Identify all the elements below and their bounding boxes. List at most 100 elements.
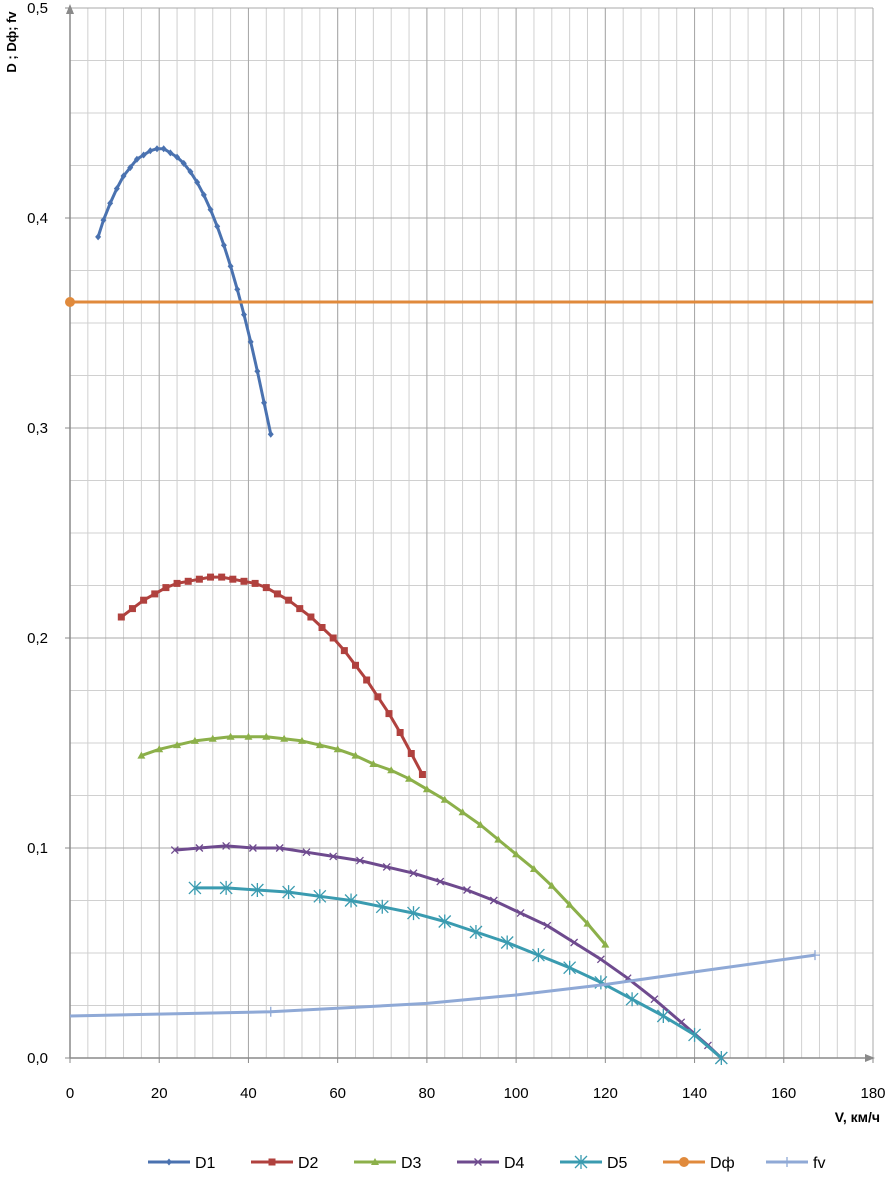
- marker-shape: [463, 886, 471, 894]
- marker-shape: [268, 1158, 276, 1166]
- legend-label: D2: [298, 1155, 319, 1172]
- data-point: [147, 147, 154, 155]
- data-point: [218, 573, 226, 581]
- data-point: [160, 145, 167, 153]
- marker-shape: [351, 751, 360, 759]
- marker-shape: [396, 729, 404, 736]
- y-tick-label: 0,1: [27, 840, 48, 857]
- data-point: [285, 596, 293, 604]
- y-tick-label: 0,5: [27, 0, 48, 17]
- marker-shape: [95, 233, 102, 241]
- data-point: [422, 785, 431, 793]
- data-point: [650, 995, 659, 1004]
- marker-shape: [363, 676, 371, 684]
- legend-item: D2: [251, 1155, 319, 1172]
- data-point: [173, 741, 182, 749]
- data-point: [208, 734, 217, 742]
- data-point: [162, 584, 170, 592]
- grid: [69, 7, 874, 1059]
- marker-shape: [565, 900, 574, 908]
- legend-item: D1: [148, 1155, 216, 1172]
- marker-shape: [329, 634, 337, 642]
- data-point: [340, 647, 348, 655]
- legend-swatch-marker: [574, 1155, 588, 1169]
- x-tick-label: 60: [329, 1085, 346, 1102]
- legend-label: Dф: [710, 1155, 735, 1172]
- marker-shape: [208, 734, 217, 742]
- marker-shape: [469, 925, 483, 939]
- marker-shape: [625, 992, 639, 1007]
- data-point: [382, 862, 391, 871]
- data-point: [184, 577, 192, 585]
- marker-shape: [120, 172, 127, 180]
- x-tick-label: 160: [771, 1085, 796, 1102]
- marker-shape: [333, 745, 342, 753]
- series-line: [69, 953, 816, 1018]
- data-point: [248, 844, 257, 852]
- marker-shape: [219, 880, 233, 895]
- x-tick-label: 140: [682, 1085, 707, 1102]
- marker-shape: [563, 960, 577, 975]
- marker-shape: [570, 938, 579, 947]
- legend-item: D4: [457, 1155, 525, 1172]
- marker-shape: [318, 624, 326, 631]
- marker-shape: [574, 1155, 588, 1169]
- series-d5: [188, 880, 728, 1065]
- data-point: [247, 338, 254, 346]
- data-point: [226, 732, 235, 740]
- marker-shape: [128, 605, 136, 613]
- data-point: [407, 750, 415, 757]
- data-point: [500, 935, 514, 950]
- marker-shape: [529, 865, 538, 872]
- series-d3: [137, 732, 610, 948]
- marker-shape: [543, 921, 552, 930]
- marker-shape: [273, 590, 281, 598]
- y-tick-label: 0,3: [27, 420, 48, 437]
- marker-shape: [282, 885, 296, 900]
- data-point: [167, 149, 174, 157]
- marker-shape: [244, 732, 253, 740]
- legend-item: D3: [354, 1155, 422, 1172]
- marker-shape: [458, 808, 467, 816]
- marker-shape: [382, 862, 391, 871]
- marker-shape: [474, 1158, 482, 1166]
- data-point: [463, 886, 471, 894]
- data-point: [296, 605, 304, 613]
- marker-shape: [436, 877, 445, 886]
- axes: [65, 4, 875, 1063]
- marker-shape: [218, 573, 226, 581]
- legend-item: D5: [560, 1155, 628, 1172]
- data-point: [440, 795, 449, 803]
- x-tick-label: 20: [151, 1085, 168, 1102]
- marker-shape: [262, 584, 270, 592]
- data-point: [458, 808, 467, 816]
- marker-shape: [500, 935, 514, 950]
- data-point: [385, 710, 393, 718]
- data-point: [356, 856, 364, 865]
- marker-shape: [207, 573, 215, 581]
- marker-shape: [512, 850, 521, 858]
- marker-shape: [65, 297, 75, 307]
- data-point: [240, 311, 247, 319]
- marker-shape: [329, 852, 338, 861]
- marker-shape: [275, 844, 284, 852]
- marker-shape: [356, 856, 364, 865]
- data-point: [494, 835, 503, 843]
- legend-swatch-marker: [268, 1158, 276, 1166]
- series-d1: [95, 145, 274, 438]
- data-point: [250, 883, 264, 897]
- marker-shape: [117, 613, 125, 621]
- data-point: [318, 624, 326, 631]
- marker-shape: [285, 596, 293, 604]
- data-point: [222, 841, 231, 850]
- data-point: [95, 233, 102, 241]
- data-point: [329, 634, 337, 642]
- data-point: [282, 885, 296, 900]
- legend-swatch-marker: [166, 1158, 172, 1166]
- marker-shape: [650, 995, 659, 1004]
- data-point: [261, 399, 268, 407]
- marker-shape: [374, 693, 382, 701]
- marker-shape: [476, 820, 485, 828]
- marker-shape: [307, 613, 315, 621]
- data-point: [512, 850, 521, 858]
